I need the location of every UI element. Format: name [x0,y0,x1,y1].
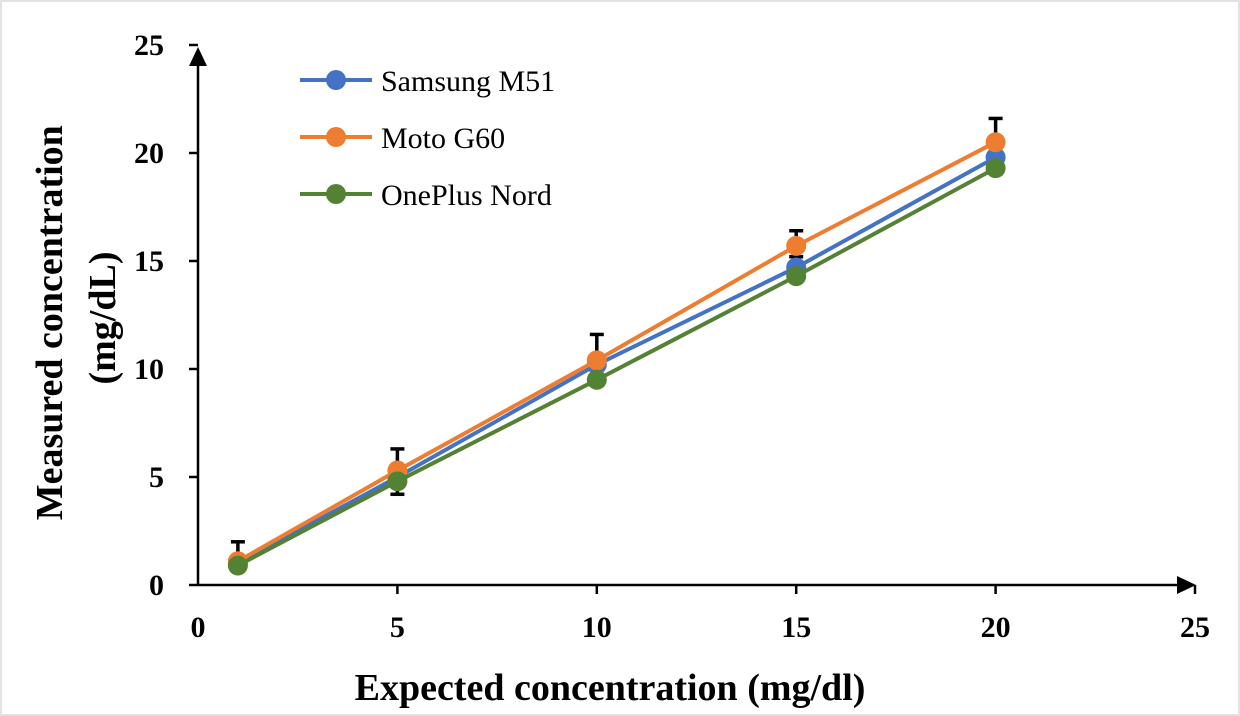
series-moto-g60 [227,116,1006,572]
y-tick-label: 5 [149,461,164,494]
data-point-oneplus-nord [586,369,607,390]
legend-marker [326,184,346,204]
x-axis-title: Expected concentration (mg/dl) [355,667,866,709]
x-tick-label: 20 [981,611,1011,644]
data-point-oneplus-nord [387,471,408,492]
axis-ticks: 0 5 10 15 20 25 0 5 10 15 20 25 [134,29,1210,644]
x-tick-label: 15 [781,611,811,644]
data-point-oneplus-nord [227,555,248,576]
legend-label: Samsung M51 [381,65,555,98]
data-point-oneplus-nord [985,158,1006,179]
legend-item-moto-g60: Moto G60 [300,122,505,155]
y-tick-label: 20 [134,137,164,170]
data-point-oneplus-nord [786,266,807,287]
x-tick-label: 10 [582,611,612,644]
legend-item-samsung-m51: Samsung M51 [300,65,555,98]
data-point-moto-g60 [985,132,1006,153]
x-tick-label: 25 [1180,611,1210,644]
legend-marker [326,127,346,147]
y-axis-arrow [189,47,207,66]
legend-marker [326,70,346,90]
y-tick-label: 0 [149,569,164,602]
y-tick-label: 10 [134,353,164,386]
x-tick-label: 5 [390,611,405,644]
y-axis-title: Measured concentration (mg/dL) [29,116,124,521]
y-axis-title-line-1: Measured concentration [29,125,71,520]
legend-item-oneplus-nord: OnePlus Nord [300,179,552,212]
plot-area [227,116,1006,576]
y-axis-title-line-2: (mg/dL) [82,252,124,385]
x-tick-label: 0 [191,611,206,644]
series-oneplus-nord [227,158,1006,576]
x-axis-arrow [1177,576,1196,594]
data-point-moto-g60 [586,350,607,371]
y-tick-label: 25 [134,29,164,62]
legend-label: OnePlus Nord [381,179,552,212]
data-point-moto-g60 [786,235,807,256]
legend-label: Moto G60 [381,122,505,155]
legend: Samsung M51 Moto G60 OnePlus Nord [300,65,555,212]
y-tick-label: 15 [134,245,164,278]
